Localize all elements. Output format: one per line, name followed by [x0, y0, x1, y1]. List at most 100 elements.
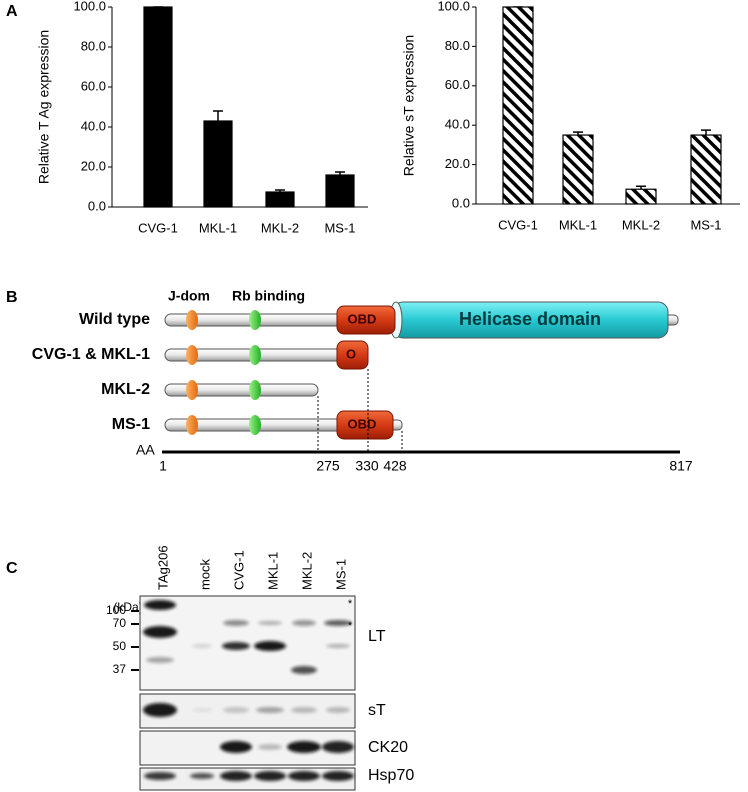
panel-b: B J-dom Rb binding Wild type CVG-1 & MKL…	[6, 288, 693, 474]
y-tick-label: 40.0	[445, 117, 470, 132]
rb-motif	[249, 345, 261, 365]
band	[291, 666, 317, 674]
y-axis-label: Relative T Ag expression	[36, 30, 52, 184]
x-tick-label: MS-1	[324, 220, 355, 235]
y-tick-label: 100.0	[437, 0, 470, 13]
mw-marker: 100	[106, 603, 126, 617]
mw-marker: 70	[113, 616, 127, 630]
band	[258, 744, 282, 750]
lane-label: mock	[197, 558, 212, 590]
band	[324, 620, 352, 626]
y-tick-label: 0.0	[88, 198, 106, 213]
blot-label: CK20	[368, 739, 408, 756]
asterisk: *	[348, 620, 353, 632]
blot-label: sT	[368, 702, 386, 719]
asterisk: *	[348, 598, 353, 610]
bar	[502, 6, 534, 205]
band	[143, 626, 177, 638]
protein-bar	[164, 383, 319, 397]
band	[146, 657, 174, 663]
band	[322, 741, 354, 753]
x-tick-label: CVG-1	[498, 217, 538, 232]
band	[258, 621, 282, 625]
band	[322, 771, 354, 781]
lane-label: TAg206	[155, 545, 170, 590]
bar	[143, 6, 173, 208]
y-tick-label: 60.0	[445, 77, 470, 92]
bar-chart: 0.0 20.0 40.0 60.0 80.0 100.0 Relative T Ag ex…	[36, 0, 368, 235]
bar	[625, 188, 657, 205]
row-label: Wild type	[79, 311, 150, 328]
axis-label: AA	[136, 442, 155, 458]
blot	[139, 595, 356, 691]
y-tick-label: 0.0	[452, 195, 470, 210]
band	[291, 707, 317, 713]
bar	[562, 134, 594, 205]
lane-label: MKL-2	[299, 552, 314, 590]
aa-tick: 330	[355, 458, 379, 474]
band	[144, 600, 176, 610]
band	[223, 620, 249, 626]
y-axis-label: Relative sT expression	[401, 35, 417, 176]
band	[192, 708, 212, 712]
j-dom-motif	[186, 345, 198, 365]
band	[254, 771, 286, 781]
y-tick-label: 100.0	[73, 0, 106, 13]
aa-tick: 275	[316, 458, 340, 474]
band	[292, 620, 316, 626]
domain-label: J-dom	[168, 288, 210, 304]
obd-domain	[336, 410, 394, 440]
x-tick-label: CVG-1	[138, 220, 178, 235]
band	[288, 771, 320, 781]
bar	[265, 191, 295, 208]
motifs	[186, 310, 261, 435]
mw-marker: 37	[113, 662, 127, 676]
panel-c: C (kDa) 100 70 50 37 * * LT sT CK20 Hsp7…	[6, 545, 414, 791]
bar	[203, 120, 233, 208]
bands	[143, 600, 354, 781]
x-tick-label: MKL-2	[622, 217, 660, 232]
band	[220, 741, 252, 753]
j-dom-motif	[186, 380, 198, 400]
y-tick-label: 20.0	[445, 156, 470, 171]
row-label: MKL-2	[101, 381, 150, 398]
y-tick-label: 80.0	[81, 38, 106, 53]
row-label: CVG-1 & MKL-1	[32, 346, 150, 363]
y-tick-label: 20.0	[81, 158, 106, 173]
obd-domain	[336, 305, 396, 335]
y-tick-label: 40.0	[81, 118, 106, 133]
x-tick-label: MKL-1	[559, 217, 597, 232]
bar	[325, 174, 355, 208]
band	[256, 707, 284, 713]
segment-label: OBD	[348, 416, 377, 431]
band	[254, 641, 286, 651]
x-tick-label: MS-1	[690, 217, 721, 232]
j-dom-motif	[186, 415, 198, 435]
band	[220, 771, 252, 781]
band	[143, 703, 177, 717]
x-tick-label: MKL-1	[199, 220, 237, 235]
panel-label: A	[6, 3, 18, 20]
lane-label: MS-1	[333, 559, 348, 590]
segment-label: OBD	[348, 311, 377, 326]
panel-label: C	[6, 560, 18, 577]
aa-tick: 817	[669, 458, 693, 474]
mw-marker: 50	[113, 639, 127, 653]
band	[192, 644, 212, 648]
band	[223, 707, 249, 713]
band	[222, 642, 250, 650]
obd-domain	[336, 340, 369, 370]
bar-chart: 0.0 20.0 40.0 60.0 80.0 100.0 Relative sT expr…	[401, 0, 740, 232]
segment-label: Helicase domain	[459, 309, 601, 329]
aa-tick: 1	[159, 458, 167, 474]
bar	[690, 134, 722, 205]
band	[287, 741, 321, 753]
panel-label: B	[6, 289, 18, 306]
rb-motif	[249, 380, 261, 400]
lane-label: MKL-1	[265, 552, 280, 590]
band	[144, 772, 176, 780]
band	[326, 707, 350, 713]
blot-label: LT	[368, 628, 386, 645]
